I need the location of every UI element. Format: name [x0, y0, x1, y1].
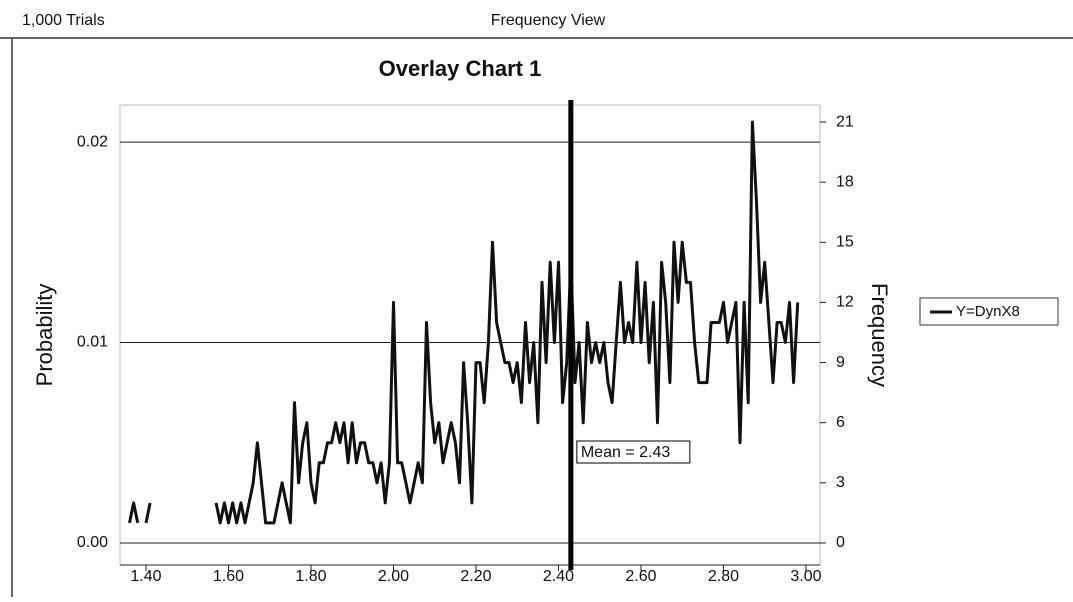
x-tick-label: 1.80: [295, 568, 326, 585]
x-tick-label: 2.60: [625, 568, 656, 585]
x-tick-label: 1.60: [213, 568, 244, 585]
y2-tick-label: 6: [836, 414, 845, 431]
chart-title: Overlay Chart 1: [379, 56, 542, 81]
y2-tick-label: 3: [836, 474, 845, 491]
y2-tick-label: 9: [836, 354, 845, 371]
x-tick-label: 3.00: [790, 568, 821, 585]
x-tick-label: 2.00: [378, 568, 409, 585]
x-tick-label: 2.80: [708, 568, 739, 585]
y2-tick-label: 12: [836, 294, 854, 311]
y-axis-label: Probability: [32, 284, 57, 387]
y-tick-label: 0.02: [77, 133, 108, 150]
y-tick-label: 0.00: [77, 534, 108, 551]
mean-label-box: [576, 440, 691, 464]
y2-tick-label: 0: [836, 534, 845, 551]
x-tick-label: 2.20: [460, 568, 491, 585]
y-tick-label: 0.01: [77, 334, 108, 351]
y2-tick-label: 15: [836, 234, 854, 251]
data-line: [128, 120, 800, 525]
y2-tick-label: 21: [836, 113, 854, 130]
y2-axis-label: Frequency: [867, 283, 892, 387]
trials-label: 1,000 Trials: [22, 12, 105, 29]
view-label: Frequency View: [491, 12, 606, 29]
x-tick-label: 1.40: [130, 568, 161, 585]
y2-tick-label: 18: [836, 173, 854, 190]
legend-label: Y=DynX8: [956, 303, 1020, 320]
mean-label: Mean = 2.43: [581, 444, 671, 461]
x-tick-label: 2.40: [543, 568, 574, 585]
plot-frame: [119, 104, 821, 566]
